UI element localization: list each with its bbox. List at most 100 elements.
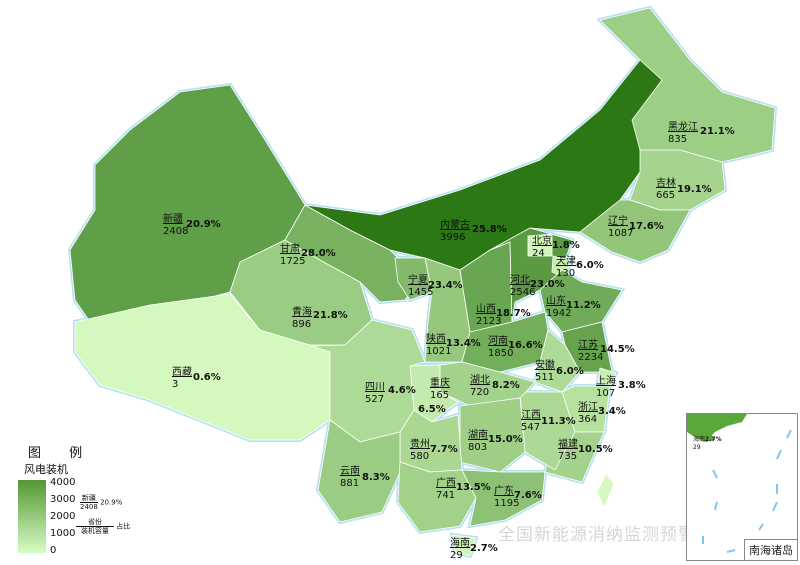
province-shape[interactable] [304, 59, 669, 271]
province-share: 21.1% [700, 126, 735, 137]
province-name: 湖南 [468, 428, 488, 441]
province-share: 21.8% [313, 310, 348, 321]
province-name: 福建 [558, 437, 578, 450]
province-capacity: 1850 [488, 348, 513, 359]
province-capacity: 896 [292, 319, 311, 330]
province-capacity: 364 [578, 414, 597, 425]
province-name: 北京 [532, 234, 552, 247]
province-share: 28.0% [301, 248, 336, 259]
province-capacity: 2234 [578, 352, 603, 363]
province-name: 西藏 [172, 366, 192, 378]
province-capacity: 735 [558, 451, 577, 462]
province-share: 6.0% [556, 366, 584, 377]
province-name: 贵州 [410, 437, 430, 450]
province-capacity: 741 [436, 490, 455, 501]
inset-map [687, 414, 792, 553]
province-capacity: 665 [656, 190, 675, 201]
province-capacity: 803 [468, 442, 487, 453]
province-shape[interactable] [451, 534, 477, 557]
province-name: 天津 [556, 255, 576, 267]
province-share: 8.3% [362, 472, 390, 483]
province-share: 23.0% [530, 279, 565, 290]
legend-key-share: 占比 [116, 522, 131, 531]
legend-example-capacity: 2408 [80, 503, 98, 511]
province-share: 6.0% [576, 260, 604, 271]
province-name: 湖北 [470, 374, 490, 386]
province-share: 14.5% [600, 344, 635, 355]
province-share: 23.4% [428, 280, 463, 291]
province-capacity: 130 [556, 268, 575, 279]
inset-hainan-share: 2.7% [705, 436, 722, 443]
province-share: 25.8% [472, 224, 507, 235]
province-shape[interactable] [629, 149, 726, 211]
province-name: 安徽 [535, 358, 555, 371]
province-share: 20.9% [186, 219, 221, 230]
province-name: 陕西 [426, 332, 446, 345]
legend-tick: 4000 [50, 477, 76, 488]
province-shape[interactable] [74, 293, 331, 441]
province-share: 8.2% [492, 380, 520, 391]
province-name: 重庆 [430, 376, 450, 389]
province-capacity: 527 [365, 394, 384, 405]
legend-key: 省份 装机容量 占比 [76, 518, 130, 535]
province-name: 海南 [450, 536, 470, 549]
province-shape[interactable] [579, 199, 691, 263]
province-share: 4.6% [388, 385, 416, 396]
province-capacity: 165 [430, 390, 449, 401]
inset-label: 南海诸岛 [744, 539, 797, 560]
legend-tick: 0 [50, 545, 57, 556]
province-capacity: 547 [521, 422, 540, 433]
province-share: 6.5% [418, 404, 446, 415]
province-shape[interactable] [561, 321, 613, 373]
province-shape[interactable] [539, 269, 623, 333]
province-share: 13.4% [446, 338, 481, 349]
province-capacity: 24 [532, 248, 545, 259]
province-capacity: 580 [410, 451, 429, 462]
province-capacity: 1087 [608, 228, 633, 239]
province-capacity: 720 [470, 387, 489, 398]
province-name: 云南 [340, 464, 360, 477]
province-share: 3.4% [598, 406, 626, 417]
province-share: 10.5% [578, 444, 613, 455]
inset-hainan-capacity: 29 [693, 444, 701, 451]
province-name: 江西 [521, 409, 541, 421]
province-name: 内蒙古 [440, 218, 470, 231]
legend-example-share: 20.9% [100, 498, 123, 507]
province-shape[interactable] [527, 233, 553, 257]
province-name: 广东 [494, 484, 514, 497]
province-share: 7.6% [514, 490, 542, 501]
province-name: 辽宁 [608, 214, 628, 227]
province-shape[interactable] [229, 239, 373, 346]
province-capacity: 2123 [476, 316, 501, 327]
province-name: 甘肃 [280, 242, 300, 255]
province-capacity: 835 [668, 134, 687, 145]
province-share: 13.5% [456, 482, 491, 493]
south-china-sea-inset: 海南2.7% 29 南海诸岛 [686, 413, 798, 561]
province-shape[interactable] [461, 469, 546, 527]
province-share: 16.6% [508, 340, 543, 351]
province-capacity: 881 [340, 478, 359, 489]
province-share: 7.7% [430, 444, 458, 455]
province-shape[interactable] [397, 461, 477, 533]
province-share: 18.7% [496, 308, 531, 319]
province-name: 浙江 [578, 401, 598, 413]
province-name: 山西 [476, 303, 496, 315]
province-shape[interactable] [311, 319, 426, 443]
province-name: 黑龙江 [668, 120, 698, 133]
legend-tick: 2000 [50, 511, 76, 522]
legend-example: 新疆 2408 20.9% [80, 494, 122, 511]
province-share: 1.8% [552, 240, 580, 251]
province-shape[interactable] [394, 257, 433, 301]
inset-hainan-name: 海南 [693, 436, 706, 443]
province-name: 上海 [596, 374, 616, 387]
legend-color-bar [18, 480, 46, 553]
province-name: 吉林 [656, 176, 676, 189]
province-share: 3.8% [618, 380, 646, 391]
province-capacity: 29 [450, 550, 463, 561]
province-share: 11.2% [566, 300, 601, 311]
province-capacity: 3 [172, 379, 178, 390]
province-name: 青海 [292, 305, 312, 318]
legend-key-capacity: 装机容量 [81, 527, 109, 535]
province-share: 2.7% [470, 543, 498, 554]
